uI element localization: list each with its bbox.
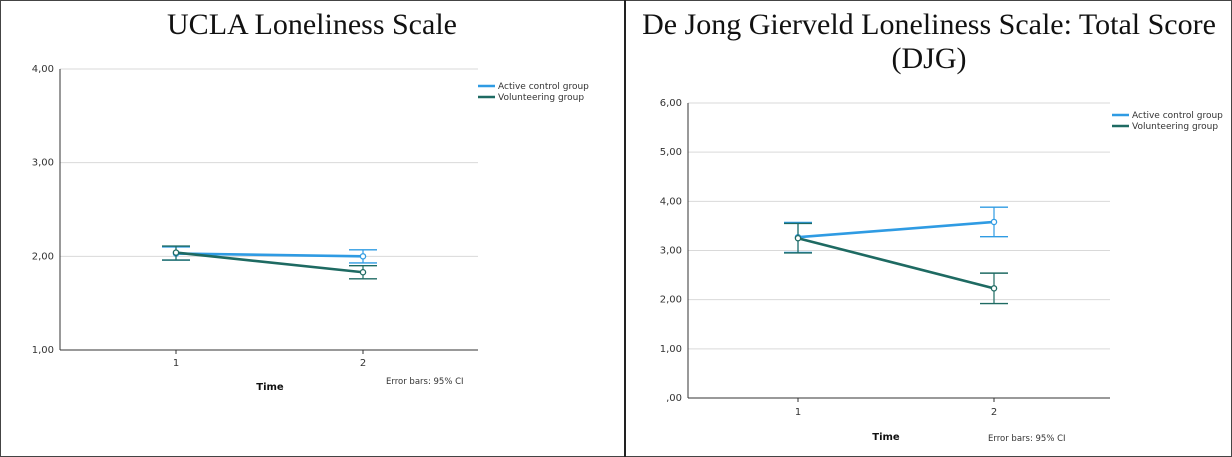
djg-error-bar-note: Error bars: 95% CI [988, 434, 1066, 444]
ucla-legend-label: Active control group [498, 82, 589, 92]
ucla-data-point [172, 249, 180, 256]
djg-chart-panel: De Jong Gierveld Loneliness Scale: Total… [626, 0, 1232, 457]
ucla-y-tick-label: 4,00 [32, 64, 54, 75]
djg-y-tick-label: 4,00 [660, 196, 682, 207]
djg-x-tick-label: 1 [795, 407, 801, 418]
ucla-data-point [359, 269, 367, 276]
djg-chart-title: De Jong Gierveld Loneliness Scale: Total… [642, 8, 1216, 75]
djg-y-tick-label: 5,00 [660, 147, 682, 158]
panel-divider [624, 0, 626, 457]
ucla-x-tick-label: 1 [173, 358, 179, 369]
ucla-y-tick-label: 1,00 [32, 345, 54, 356]
ucla-error-bar-note: Error bars: 95% CI [386, 377, 464, 387]
ucla-x-axis-label: Time [256, 382, 284, 393]
djg-series-line-2 [797, 236, 995, 290]
djg-y-tick-label: 1,00 [660, 344, 682, 355]
djg-x-axis-label: Time [872, 432, 900, 443]
ucla-chart-svg: 1,00 2,00 3,00 4,00 1 2 Time Error bars: 95% CI… [32, 64, 589, 393]
ucla-series-line-1 [175, 252, 364, 258]
djg-series-line-1 [797, 220, 995, 239]
ucla-y-tick-label: 3,00 [32, 158, 54, 169]
djg-data-point [794, 234, 802, 242]
djg-legend-label: Active control group [1132, 111, 1223, 121]
ucla-x-tick-label: 2 [360, 358, 366, 369]
ucla-y-tick-label: 2,00 [32, 251, 54, 262]
ucla-chart-title: UCLA Loneliness Scale [167, 8, 457, 41]
djg-x-tick-label: 2 [991, 407, 997, 418]
djg-y-tick-label: 6,00 [660, 98, 682, 109]
djg-y-tick-label: ,00 [666, 393, 682, 404]
djg-legend-label: Volunteering group [1132, 122, 1218, 132]
ucla-series-line-2 [175, 251, 364, 274]
djg-y-tick-label: 3,00 [660, 246, 682, 257]
ucla-chart-panel: UCLA Loneliness Scale 1,00 2,00 3,00 4,00 1 2… [32, 8, 589, 393]
ucla-data-point [359, 253, 367, 260]
ucla-legend-label: Volunteering group [498, 93, 584, 103]
djg-data-point [990, 285, 998, 292]
djg-chart-svg: ,00 1,00 2,00 3,00 4,00 5,00 6,00 1 2 Time Error b… [660, 98, 1223, 444]
djg-y-tick-label: 2,00 [660, 295, 682, 306]
djg-data-point [990, 218, 998, 226]
